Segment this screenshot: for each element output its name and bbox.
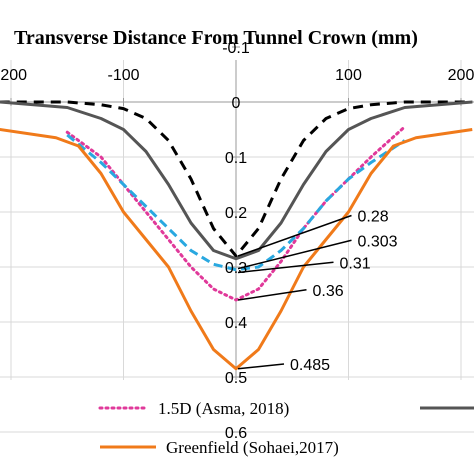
y-tick-label: 0.1 bbox=[225, 150, 247, 167]
series-line-4 bbox=[0, 128, 473, 371]
annotation-leader-0 bbox=[237, 214, 352, 257]
series-line-0 bbox=[0, 100, 473, 258]
legend-label: 1.5D (Asma, 2018) bbox=[158, 399, 289, 418]
legend-label: Greenfield (Sohaei,2017) bbox=[166, 438, 339, 457]
y-tick-label: 0.5 bbox=[225, 370, 247, 387]
annotation-label: 0.28 bbox=[358, 209, 389, 226]
x-tick-label: 100 bbox=[335, 67, 362, 84]
y-tick-label: 0.2 bbox=[225, 205, 247, 222]
x-tick-label: 200 bbox=[448, 67, 474, 84]
annotation-layer: 0.28 0.303 0.31 0.36 0.485 bbox=[237, 209, 398, 374]
x-tick-label: -100 bbox=[107, 67, 139, 84]
annotation-leader-2 bbox=[237, 261, 334, 274]
legend: 1.5D (Asma, 2018) Greenfield (Sohaei,2017… bbox=[98, 399, 474, 457]
annotation-label: 0.485 bbox=[290, 357, 330, 374]
y-tick-label: -0.1 bbox=[222, 40, 250, 57]
series-line-3 bbox=[66, 133, 406, 272]
annotation-label: 0.303 bbox=[358, 233, 398, 250]
tick-label-layer: -200 -100 100 200 -0.1 0 0.1 0.2 0.3 0.4 0.5 0.6 bbox=[0, 40, 474, 442]
y-tick-label: 0.3 bbox=[225, 260, 247, 277]
x-tick-label: -200 bbox=[0, 67, 27, 84]
annotation-leader-3 bbox=[237, 289, 307, 301]
series-line-1 bbox=[0, 100, 473, 261]
y-tick-label: 0 bbox=[232, 95, 241, 112]
y-tick-label: 0.6 bbox=[225, 425, 247, 442]
y-tick-label: 0.4 bbox=[225, 315, 247, 332]
annotation-label: 0.31 bbox=[340, 255, 371, 272]
annotation-leader-4 bbox=[237, 363, 285, 370]
series-layer bbox=[0, 100, 473, 371]
annotation-leader-1 bbox=[237, 239, 352, 270]
chart-title: Transverse Distance From Tunnel Crown (m… bbox=[14, 27, 418, 49]
annotation-label: 0.36 bbox=[313, 283, 344, 300]
